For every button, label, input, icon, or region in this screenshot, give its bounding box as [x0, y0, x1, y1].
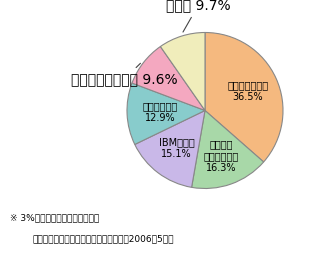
- Text: 富士通（日）
12.9%: 富士通（日） 12.9%: [142, 102, 177, 123]
- Text: 日立製作所（日） 9.6%: 日立製作所（日） 9.6%: [71, 63, 177, 86]
- Wedge shape: [205, 32, 283, 162]
- Wedge shape: [160, 32, 205, 110]
- Text: IBM（米）
15.1%: IBM（米） 15.1%: [159, 137, 195, 159]
- Text: マイクロ
ソフト（米）
16.3%: マイクロ ソフト（米） 16.3%: [203, 140, 238, 173]
- Wedge shape: [135, 110, 205, 187]
- Wedge shape: [127, 83, 205, 145]
- Wedge shape: [192, 110, 264, 188]
- Text: その他 9.7%: その他 9.7%: [166, 0, 231, 32]
- Text: （出典）ガートナー　データクエスト（2006年5月）: （出典）ガートナー データクエスト（2006年5月）: [33, 234, 174, 243]
- Wedge shape: [132, 47, 205, 110]
- Text: ※ 3%以上のシェアを有する企業: ※ 3%以上のシェアを有する企業: [10, 213, 99, 222]
- Text: オラクル（米）
36.5%: オラクル（米） 36.5%: [227, 80, 268, 102]
